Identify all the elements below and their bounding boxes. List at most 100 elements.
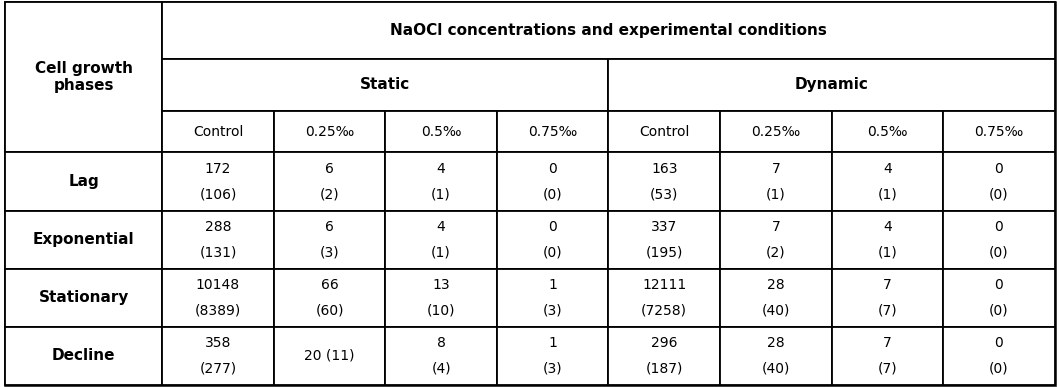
Text: 288: 288 (205, 220, 231, 234)
Bar (273, 327, 386, 385)
Text: (0): (0) (989, 362, 1009, 376)
Text: 337: 337 (651, 220, 677, 234)
Text: (8389): (8389) (195, 304, 241, 318)
Text: 4: 4 (437, 162, 445, 176)
Bar (273, 211, 386, 269)
Bar (608, 327, 720, 385)
Text: (3): (3) (543, 362, 563, 376)
Text: (131): (131) (199, 245, 236, 260)
Text: (40): (40) (761, 362, 790, 376)
Text: (1): (1) (431, 245, 450, 260)
Text: 0.5‰: 0.5‰ (421, 125, 461, 139)
Bar (608, 211, 720, 269)
Bar (386, 111, 497, 152)
Text: 172: 172 (205, 162, 231, 176)
Bar (720, 111, 831, 152)
Text: 0.25‰: 0.25‰ (752, 125, 800, 139)
Bar (5, 327, 162, 385)
Bar (831, 269, 943, 327)
Bar (608, 111, 720, 152)
Text: 7: 7 (883, 278, 891, 292)
Text: 1: 1 (548, 336, 558, 350)
Text: 0.75‰: 0.75‰ (974, 125, 1024, 139)
Bar (5, 152, 162, 211)
Text: 358: 358 (205, 336, 231, 350)
Text: 0: 0 (994, 220, 1004, 234)
Bar (831, 211, 943, 269)
Text: 0.75‰: 0.75‰ (528, 125, 578, 139)
Bar (273, 269, 386, 327)
Text: Stationary: Stationary (38, 290, 129, 305)
Text: (1): (1) (431, 187, 450, 201)
Bar (720, 152, 831, 211)
Bar (831, 111, 943, 152)
Text: (277): (277) (199, 362, 236, 376)
Text: (10): (10) (427, 304, 456, 318)
Text: 0: 0 (994, 278, 1004, 292)
Bar (162, 111, 273, 152)
Text: Cell growth
phases: Cell growth phases (35, 61, 132, 93)
Bar (5, 2, 162, 152)
Bar (943, 152, 1055, 211)
Bar (273, 152, 386, 211)
Text: (0): (0) (543, 187, 563, 201)
Text: 0.5‰: 0.5‰ (867, 125, 907, 139)
Text: NaOCl concentrations and experimental conditions: NaOCl concentrations and experimental co… (390, 23, 827, 38)
Text: (0): (0) (543, 245, 563, 260)
Text: Exponential: Exponential (33, 232, 135, 247)
Text: (40): (40) (761, 304, 790, 318)
Bar (162, 59, 608, 111)
Text: 6: 6 (325, 162, 334, 176)
Text: (7): (7) (878, 362, 897, 376)
Text: (1): (1) (766, 187, 785, 201)
Text: 296: 296 (651, 336, 677, 350)
Bar (386, 211, 497, 269)
Bar (943, 269, 1055, 327)
Bar (162, 211, 273, 269)
Bar (162, 269, 273, 327)
Bar (943, 211, 1055, 269)
Text: 0: 0 (994, 162, 1004, 176)
Text: (2): (2) (766, 245, 785, 260)
Text: 66: 66 (321, 278, 338, 292)
Bar (497, 152, 608, 211)
Text: 7: 7 (772, 162, 780, 176)
Bar (831, 327, 943, 385)
Text: 10148: 10148 (196, 278, 240, 292)
Bar (386, 152, 497, 211)
Text: (187): (187) (646, 362, 683, 376)
Text: 1: 1 (548, 278, 558, 292)
Text: 0: 0 (548, 162, 558, 176)
Text: (0): (0) (989, 187, 1009, 201)
Text: 8: 8 (437, 336, 445, 350)
Bar (162, 152, 273, 211)
Text: (2): (2) (320, 187, 339, 201)
Text: Decline: Decline (52, 348, 116, 363)
Text: (7): (7) (878, 304, 897, 318)
Bar (720, 211, 831, 269)
Bar (497, 327, 608, 385)
Bar (162, 2, 1055, 59)
Bar (386, 327, 497, 385)
Bar (608, 152, 720, 211)
Text: (3): (3) (543, 304, 563, 318)
Text: (3): (3) (320, 245, 339, 260)
Text: 4: 4 (883, 162, 891, 176)
Bar (831, 152, 943, 211)
Bar (720, 269, 831, 327)
Text: 0: 0 (994, 336, 1004, 350)
Text: 4: 4 (437, 220, 445, 234)
Bar (943, 111, 1055, 152)
Bar (5, 211, 162, 269)
Text: 12111: 12111 (642, 278, 686, 292)
Bar (497, 211, 608, 269)
Text: 13: 13 (432, 278, 449, 292)
Text: Lag: Lag (68, 174, 100, 189)
Bar (386, 269, 497, 327)
Bar (273, 111, 386, 152)
Text: Control: Control (639, 125, 689, 139)
Text: 20 (11): 20 (11) (304, 349, 355, 363)
Text: 6: 6 (325, 220, 334, 234)
Text: 4: 4 (883, 220, 891, 234)
Text: (195): (195) (646, 245, 683, 260)
